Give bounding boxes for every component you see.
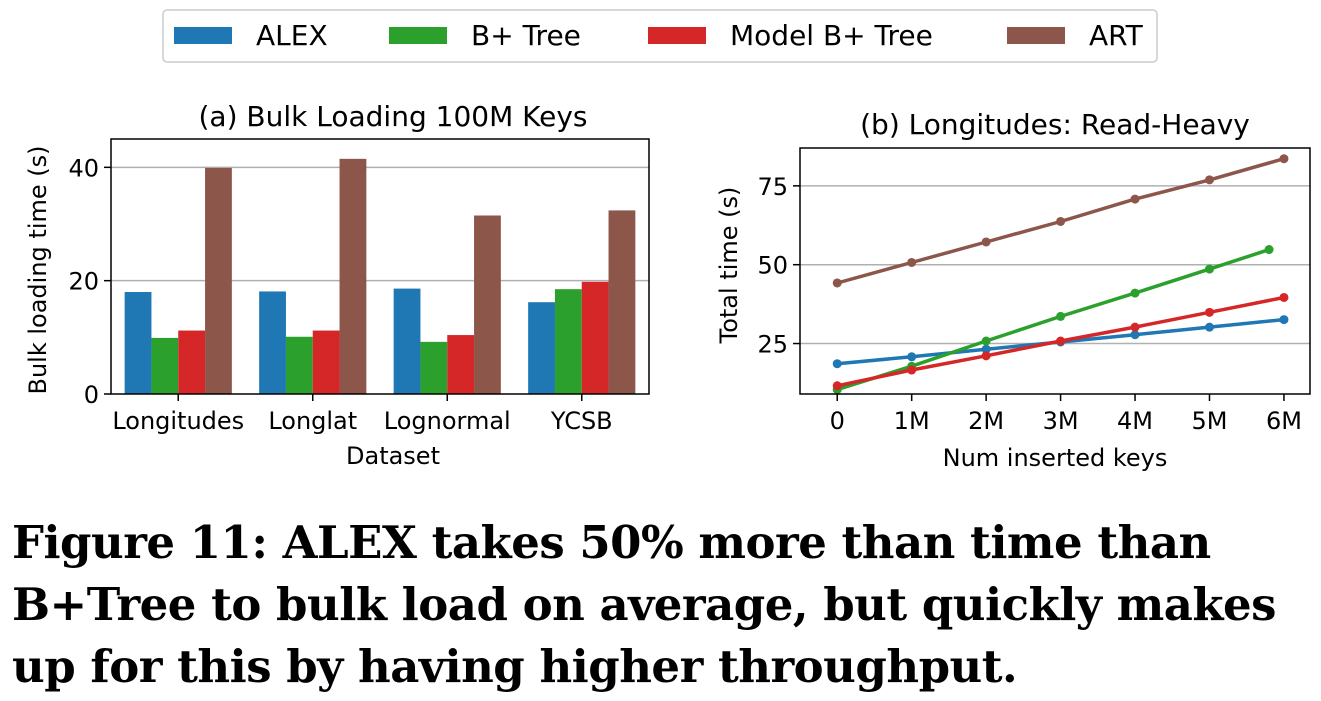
line-ytick-label: 75 — [757, 173, 788, 201]
bar-alex-longlat — [259, 291, 286, 394]
bar-model-b-tree-longitudes — [178, 330, 206, 394]
point-art — [1204, 175, 1214, 185]
legend: ALEX B+ Tree Model B+ Tree ART — [162, 9, 1158, 63]
line-xtick-label: 5M — [1191, 407, 1227, 435]
bar-xtick-label: Lognormal — [384, 407, 511, 435]
bar-model-b-tree-longlat — [312, 330, 340, 394]
line-xtick-label: 6M — [1266, 407, 1302, 435]
point-model-b-tree — [981, 351, 991, 361]
line-ytick-label: 25 — [757, 331, 788, 359]
point-art — [1279, 154, 1289, 164]
figure-caption: Figure 11: ALEX takes 50% more than time… — [12, 516, 1277, 693]
bar-xtick-label: YCSB — [550, 407, 613, 435]
line-xtick-label: 0 — [830, 407, 845, 435]
bar-xtick-label: Longitudes — [112, 407, 244, 435]
bar-b-tree-ycsb — [554, 289, 582, 394]
bar-b-tree-lognormal — [420, 341, 448, 394]
line-plot-frame — [799, 147, 1311, 395]
line-b-tree — [836, 247, 1270, 392]
bar-art-longlat — [339, 158, 367, 394]
point-alex — [981, 344, 991, 354]
bar-b-tree-longlat — [285, 336, 313, 394]
point-alex — [907, 352, 917, 362]
legend-label-model-b-tree: Model B+ Tree — [730, 19, 933, 52]
point-model-b-tree — [1279, 292, 1289, 302]
point-alex — [1204, 322, 1214, 332]
bar-ytick-label: 0 — [84, 381, 99, 409]
point-art — [1056, 216, 1066, 226]
bar-art-lognormal — [474, 215, 501, 394]
line-chart-panel: (b) Longitudes: Read-Heavy 25 50 75 0 1M 2M 3… — [715, 108, 1311, 472]
point-model-b-tree — [907, 365, 917, 375]
line-chart-title: (b) Longitudes: Read-Heavy — [860, 108, 1250, 141]
bar-xtick-label: Longlat — [268, 407, 357, 435]
bar-alex-lognormal — [393, 288, 421, 394]
point-model-b-tree — [1056, 336, 1066, 346]
point-art — [1130, 194, 1140, 204]
point-art — [981, 237, 991, 247]
bar-b-tree-longitudes — [151, 337, 179, 394]
point-b-tree — [1056, 311, 1066, 321]
bar-art-longitudes — [205, 167, 232, 394]
line-xtick-label: 3M — [1043, 407, 1079, 435]
point-art — [832, 278, 842, 288]
point-alex — [1130, 330, 1140, 340]
figure: ALEX B+ Tree Model B+ Tree ART (a) Bulk Loa… — [24, 9, 1311, 472]
point-b-tree — [1264, 245, 1274, 255]
legend-label-alex: ALEX — [256, 19, 328, 52]
line-chart-ylabel: Total time (s) — [715, 187, 743, 345]
point-b-tree — [981, 336, 991, 346]
point-model-b-tree — [832, 381, 842, 391]
legend-swatch-art — [1007, 27, 1065, 44]
bar-plot-frame — [110, 138, 650, 395]
line-xtick-label: 4M — [1117, 407, 1153, 435]
bar-model-b-tree-ycsb — [581, 281, 609, 394]
bar-chart-ylabel: Bulk loading time (s) — [24, 146, 52, 395]
point-b-tree — [1130, 288, 1140, 298]
line-ytick-label: 50 — [757, 252, 788, 280]
point-alex — [832, 359, 842, 369]
legend-label-b-tree: B+ Tree — [471, 19, 581, 52]
legend-swatch-b-tree — [389, 27, 447, 44]
point-alex — [1279, 315, 1289, 325]
line-xtick-label: 1M — [894, 407, 930, 435]
legend-swatch-alex — [174, 27, 232, 44]
bar-alex-longitudes — [124, 292, 152, 394]
legend-swatch-model-b-tree — [648, 27, 706, 44]
bar-chart-panel: (a) Bulk Loading 100M Keys 0 20 40 Longitu… — [24, 100, 650, 470]
point-art — [907, 257, 917, 267]
point-b-tree — [1204, 264, 1214, 274]
line-xtick-label: 2M — [968, 407, 1004, 435]
bar-chart-xlabel: Dataset — [346, 442, 440, 470]
point-model-b-tree — [1130, 322, 1140, 332]
point-model-b-tree — [1204, 307, 1214, 317]
bar-model-b-tree-lognormal — [447, 335, 475, 394]
bar-ytick-label: 20 — [68, 268, 99, 296]
bar-chart-title: (a) Bulk Loading 100M Keys — [199, 100, 588, 133]
legend-label-art: ART — [1089, 19, 1144, 52]
bar-art-ycsb — [608, 210, 636, 394]
line-chart-xlabel: Num inserted keys — [943, 444, 1168, 472]
bar-ytick-label: 40 — [68, 154, 99, 182]
bar-alex-ycsb — [528, 302, 555, 394]
